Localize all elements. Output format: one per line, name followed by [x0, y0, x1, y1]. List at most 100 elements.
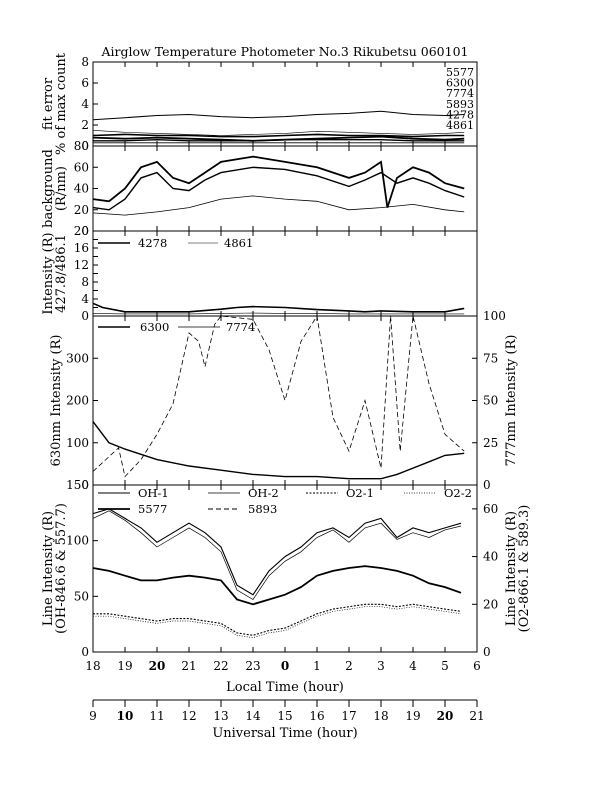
series-line-6300 [93, 138, 465, 142]
series-line-4278 [92, 133, 465, 138]
y-tick-label: 0 [81, 139, 89, 153]
figure-title: Airglow Temperature Photometer No.3 Riku… [101, 44, 469, 59]
ut-tick-label: 19 [405, 709, 420, 723]
series-line-O2-1 [93, 603, 462, 636]
local-time-tick: 0 [281, 659, 289, 673]
ut-tick-label: 16 [309, 709, 324, 723]
ut-tick-label: 12 [181, 709, 196, 723]
y-right-tick-label: 60 [483, 502, 498, 516]
ut-tick-label: 9 [89, 709, 97, 723]
y-tick-label: 6 [81, 76, 89, 90]
y-right-tick-label: 25 [483, 436, 498, 450]
legend-entry: 6300 [446, 77, 474, 90]
y-tick-label: 80 [74, 139, 89, 153]
y-tick-label: 60 [74, 160, 89, 174]
series-line-7774 [92, 314, 465, 478]
y-tick-label: 300 [66, 351, 89, 365]
legend-entry: 4278 [446, 108, 474, 121]
series-line-4861 [92, 312, 465, 315]
legend-entry: 6300 [140, 320, 169, 334]
panel-blue-lines: 0 4 8 12 16 20 Intensity (R)427.8/486.1 [41, 224, 478, 323]
series-line-7774 [92, 195, 465, 216]
local-time-tick: 21 [181, 659, 196, 673]
y-axis-label: background [41, 149, 56, 228]
y-tick-label: 12 [74, 258, 89, 272]
series-line-OH-2 [92, 510, 462, 600]
y-tick-label: 2 [81, 118, 89, 132]
series-line-5577 [92, 155, 465, 208]
y-right-axis-label: (O2-866.1 & 589.3) [517, 505, 532, 633]
y-right-tick-label: 0 [483, 478, 491, 492]
y-right-axis-label: Line Intensity (R) [504, 511, 519, 626]
series-line-4861 [92, 130, 465, 136]
ut-tick-label: 11 [149, 709, 164, 723]
y-tick-label: 40 [74, 182, 89, 196]
legend-entry: 4278 [138, 236, 167, 250]
legend-entry: 5577 [446, 66, 474, 79]
legend-entry: 7774 [446, 87, 474, 100]
local-time-tick: 23 [245, 659, 260, 673]
local-time-tick: 22 [213, 659, 228, 673]
y-tick-label: 4 [81, 292, 89, 306]
series-line-OH-1 [92, 508, 462, 596]
local-time-tick: 6 [473, 659, 481, 673]
local-time-label: Local Time (hour) [226, 680, 344, 695]
local-time-tick: 3 [377, 659, 385, 673]
ut-tick-label: 17 [341, 709, 356, 723]
y-tick-label: 0 [81, 224, 89, 238]
panel-frame [92, 145, 478, 232]
universal-time-label: Universal Time (hour) [212, 726, 357, 741]
legend-entry: 5893 [446, 98, 474, 111]
y-axis-label: % of max count [54, 52, 69, 155]
ut-tick-label: 21 [469, 709, 484, 723]
series-line-5577 [92, 565, 462, 606]
series-line-4278 [92, 302, 465, 313]
y-tick-label: 16 [74, 241, 89, 255]
legend-entry: 4861 [224, 236, 253, 250]
y-right-tick-label: 75 [483, 351, 498, 365]
y-right-axis-label: 777nm Intensity (R) [504, 335, 519, 467]
y-axis-label: Intensity (R) [41, 232, 56, 314]
y-axis-label: (OH-846.6 & 557.7) [54, 503, 69, 634]
local-time-tick: 4 [409, 659, 417, 673]
y-axis-label: fit error [41, 77, 56, 130]
local-time-tick: 20 [149, 659, 166, 673]
series-line-6300 [92, 421, 465, 480]
series-line-6300 [92, 166, 465, 211]
y-tick-label: 100 [66, 534, 89, 548]
ut-tick-label: 18 [373, 709, 388, 723]
y-axis-label: Line Intensity (R) [41, 511, 56, 626]
y-right-tick-label: 20 [483, 597, 498, 611]
ut-tick-label: 15 [277, 709, 292, 723]
y-right-tick-label: 100 [483, 309, 506, 323]
y-tick-label: 50 [74, 589, 89, 603]
legend-entry: OH-1 [138, 486, 169, 500]
legend-entry: 4861 [446, 119, 474, 132]
y-tick-label: 200 [66, 394, 89, 408]
legend-entry: 7774 [226, 320, 255, 334]
y-right-tick-label: 40 [483, 550, 498, 564]
series-line-5893 [92, 110, 465, 121]
ut-tick-label: 14 [245, 709, 261, 723]
ut-tick-label: 13 [213, 709, 228, 723]
local-time-tick: 1 [313, 659, 321, 673]
y-axis-label: (R/nm) [54, 166, 69, 211]
y-tick-label: 0 [81, 645, 89, 659]
series-line-O2-2 [93, 606, 462, 639]
ut-tick-label: 20 [437, 709, 454, 723]
y-axis-label: 630nm Intensity (R) [49, 335, 64, 467]
y-tick-label: 4 [81, 97, 89, 111]
legend-entry: O2-1 [346, 486, 374, 500]
panel-fit-error: 0 2 4 6 8 fit error% of max count [41, 52, 478, 155]
legend-entry: 5893 [248, 502, 277, 516]
y-tick-label: 150 [66, 478, 89, 492]
local-time-tick: 2 [345, 659, 353, 673]
y-axis-label: 427.8/486.1 [54, 234, 69, 313]
